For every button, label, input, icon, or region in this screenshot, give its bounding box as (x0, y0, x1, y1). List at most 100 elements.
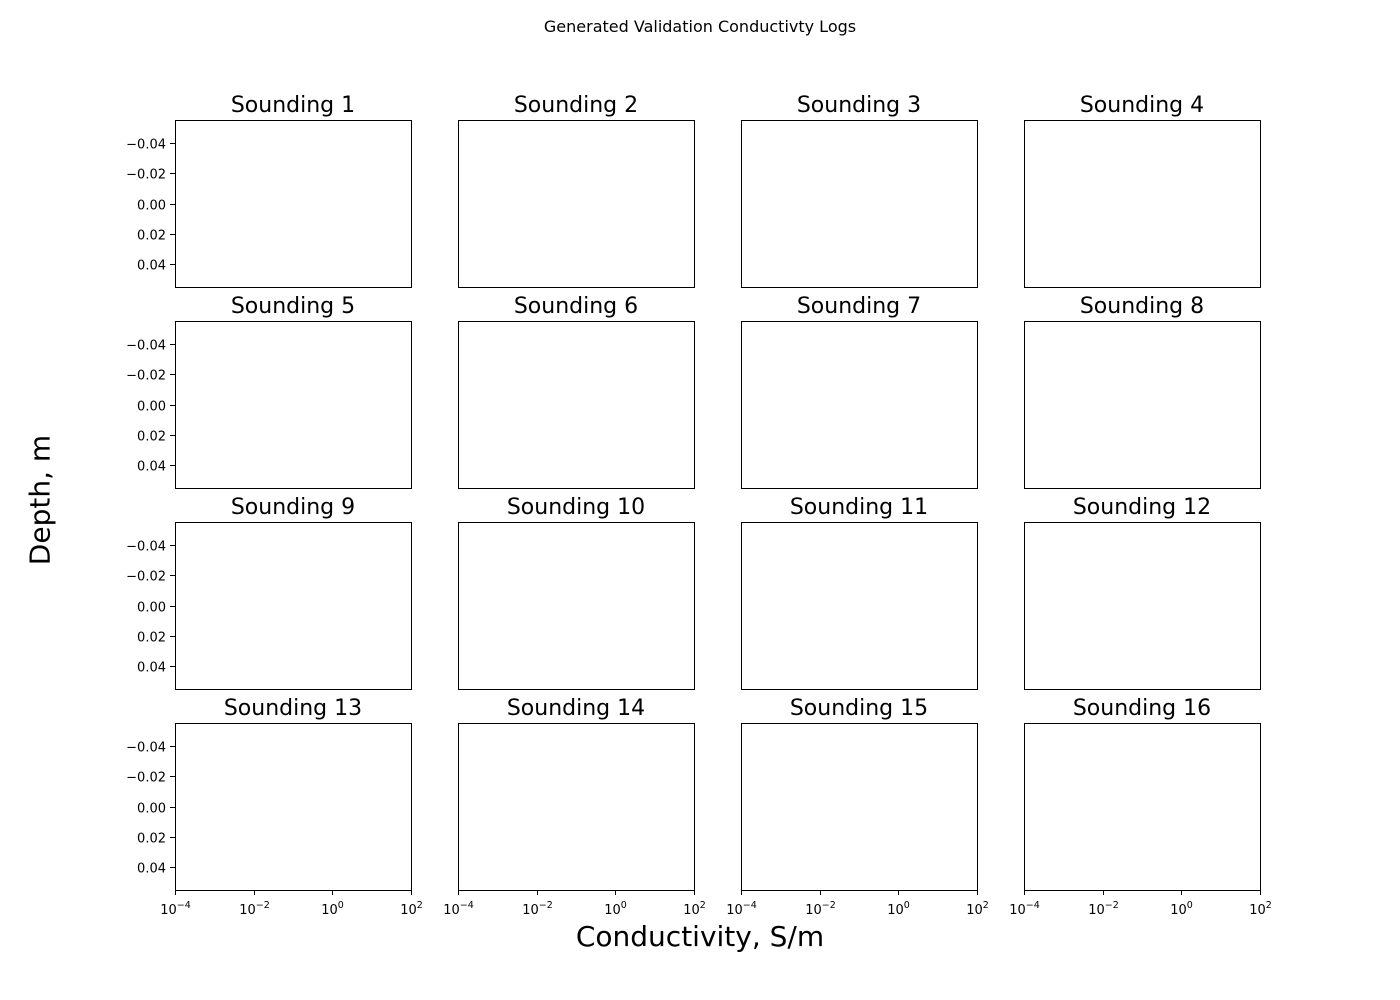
axes-frame (175, 522, 412, 690)
axes-frame (1024, 321, 1261, 489)
x-tick-base: 10 (604, 903, 621, 918)
subplot-1: Sounding 1 −0.04 −0.02 0.00 0.02 0.04 (126, 93, 412, 288)
x-tick-base: 10 (443, 903, 460, 918)
x-tick-base: 10 (805, 903, 822, 918)
x-tick-exponent: 0 (1187, 900, 1193, 911)
x-axis-label: Conductivity, S/m (575, 920, 825, 953)
axes-frame (175, 120, 412, 288)
x-tick-exponent: 2 (1266, 900, 1272, 911)
subplot-title: Sounding 6 (514, 294, 638, 319)
subplot-9: Sounding 9 −0.04 −0.02 0.00 0.02 0.04 (126, 495, 412, 690)
x-tick-exponent: 0 (621, 900, 627, 911)
subplot-6: Sounding 6 (458, 294, 695, 489)
x-tick-base: 10 (683, 903, 700, 918)
x-tick-base: 10 (1249, 903, 1266, 918)
x-tick-base: 10 (522, 903, 539, 918)
subplot-12: Sounding 12 (1024, 495, 1261, 690)
x-tick-label: 100 (887, 900, 910, 918)
y-tick-label: 0.02 (137, 832, 166, 847)
axes-frame (1024, 522, 1261, 690)
x-tick-label: 10−2 (1088, 900, 1119, 918)
axes-frame (1024, 723, 1261, 891)
subplot-title: Sounding 14 (507, 696, 645, 721)
x-tick-exponent: −4 (743, 900, 757, 911)
subplot-title: Sounding 16 (1073, 696, 1211, 721)
y-tick-label: 0.02 (137, 430, 166, 445)
axes-frame (741, 723, 978, 891)
subplot-title: Sounding 12 (1073, 495, 1211, 520)
x-tick-exponent: −4 (177, 900, 191, 911)
subplot-7: Sounding 7 (741, 294, 978, 489)
axes-frame (741, 522, 978, 690)
y-tick-label: −0.04 (126, 741, 166, 756)
axes-frame (1024, 120, 1261, 288)
x-tick-exponent: 2 (417, 900, 423, 911)
x-tick-exponent: −4 (460, 900, 474, 911)
x-tick-base: 10 (400, 903, 417, 918)
y-tick-label: −0.02 (126, 168, 166, 183)
x-tick-label: 100 (321, 900, 344, 918)
x-tick-base: 10 (726, 903, 743, 918)
subplot-title: Sounding 7 (797, 294, 921, 319)
x-tick-exponent: −4 (1026, 900, 1040, 911)
subplot-2: Sounding 2 (458, 93, 695, 288)
subplot-title: Sounding 1 (231, 93, 355, 118)
x-tick-label: 10−2 (805, 900, 836, 918)
x-tick-base: 10 (321, 903, 338, 918)
x-tick-label: 102 (400, 900, 423, 918)
y-tick-label: 0.02 (137, 229, 166, 244)
x-tick-exponent: 0 (904, 900, 910, 911)
axes-frame (458, 120, 695, 288)
subplot-8: Sounding 8 (1024, 294, 1261, 489)
y-tick-label: 0.02 (137, 631, 166, 646)
axes-frame (458, 321, 695, 489)
y-tick-label: −0.04 (126, 138, 166, 153)
subplot-title: Sounding 5 (231, 294, 355, 319)
x-tick-base: 10 (160, 903, 177, 918)
x-tick-base: 10 (239, 903, 256, 918)
subplot-4: Sounding 4 (1024, 93, 1261, 288)
x-tick-label: 10−4 (726, 900, 757, 918)
subplot-10: Sounding 10 (458, 495, 695, 690)
axes-frame (458, 723, 695, 891)
axes-frame (741, 120, 978, 288)
x-tick-label: 10−4 (160, 900, 191, 918)
x-tick-label: 102 (966, 900, 989, 918)
subplot-title: Sounding 2 (514, 93, 638, 118)
subplot-5: Sounding 5 −0.04 −0.02 0.00 0.02 0.04 (126, 294, 412, 489)
x-tick-base: 10 (1170, 903, 1187, 918)
figure-suptitle: Generated Validation Conductivty Logs (543, 17, 857, 36)
x-tick-base: 10 (887, 903, 904, 918)
subplot-11: Sounding 11 (741, 495, 978, 690)
axes-frame (741, 321, 978, 489)
subplot-title: Sounding 13 (224, 696, 362, 721)
y-tick-label: 0.00 (137, 199, 166, 214)
subplot-title: Sounding 15 (790, 696, 928, 721)
y-tick-label: 0.04 (137, 259, 166, 274)
x-tick-label: 100 (1170, 900, 1193, 918)
y-tick-label: −0.02 (126, 570, 166, 585)
x-tick-exponent: 0 (338, 900, 344, 911)
subplot-3: Sounding 3 (741, 93, 978, 288)
subplot-title: Sounding 11 (790, 495, 928, 520)
axes-frame (458, 522, 695, 690)
y-tick-label: −0.04 (126, 339, 166, 354)
x-tick-exponent: −2 (256, 900, 270, 911)
y-tick-label: 0.00 (137, 400, 166, 415)
y-tick-label: 0.04 (137, 862, 166, 877)
x-tick-label: 10−2 (239, 900, 270, 918)
x-tick-label: 100 (604, 900, 627, 918)
y-tick-label: −0.02 (126, 771, 166, 786)
axes-frame (175, 321, 412, 489)
y-tick-label: 0.00 (137, 601, 166, 616)
y-tick-label: −0.04 (126, 540, 166, 555)
x-tick-label: 102 (1249, 900, 1272, 918)
y-tick-label: 0.00 (137, 802, 166, 817)
x-tick-label: 102 (683, 900, 706, 918)
subplot-title: Sounding 10 (507, 495, 645, 520)
y-tick-label: 0.04 (137, 661, 166, 676)
